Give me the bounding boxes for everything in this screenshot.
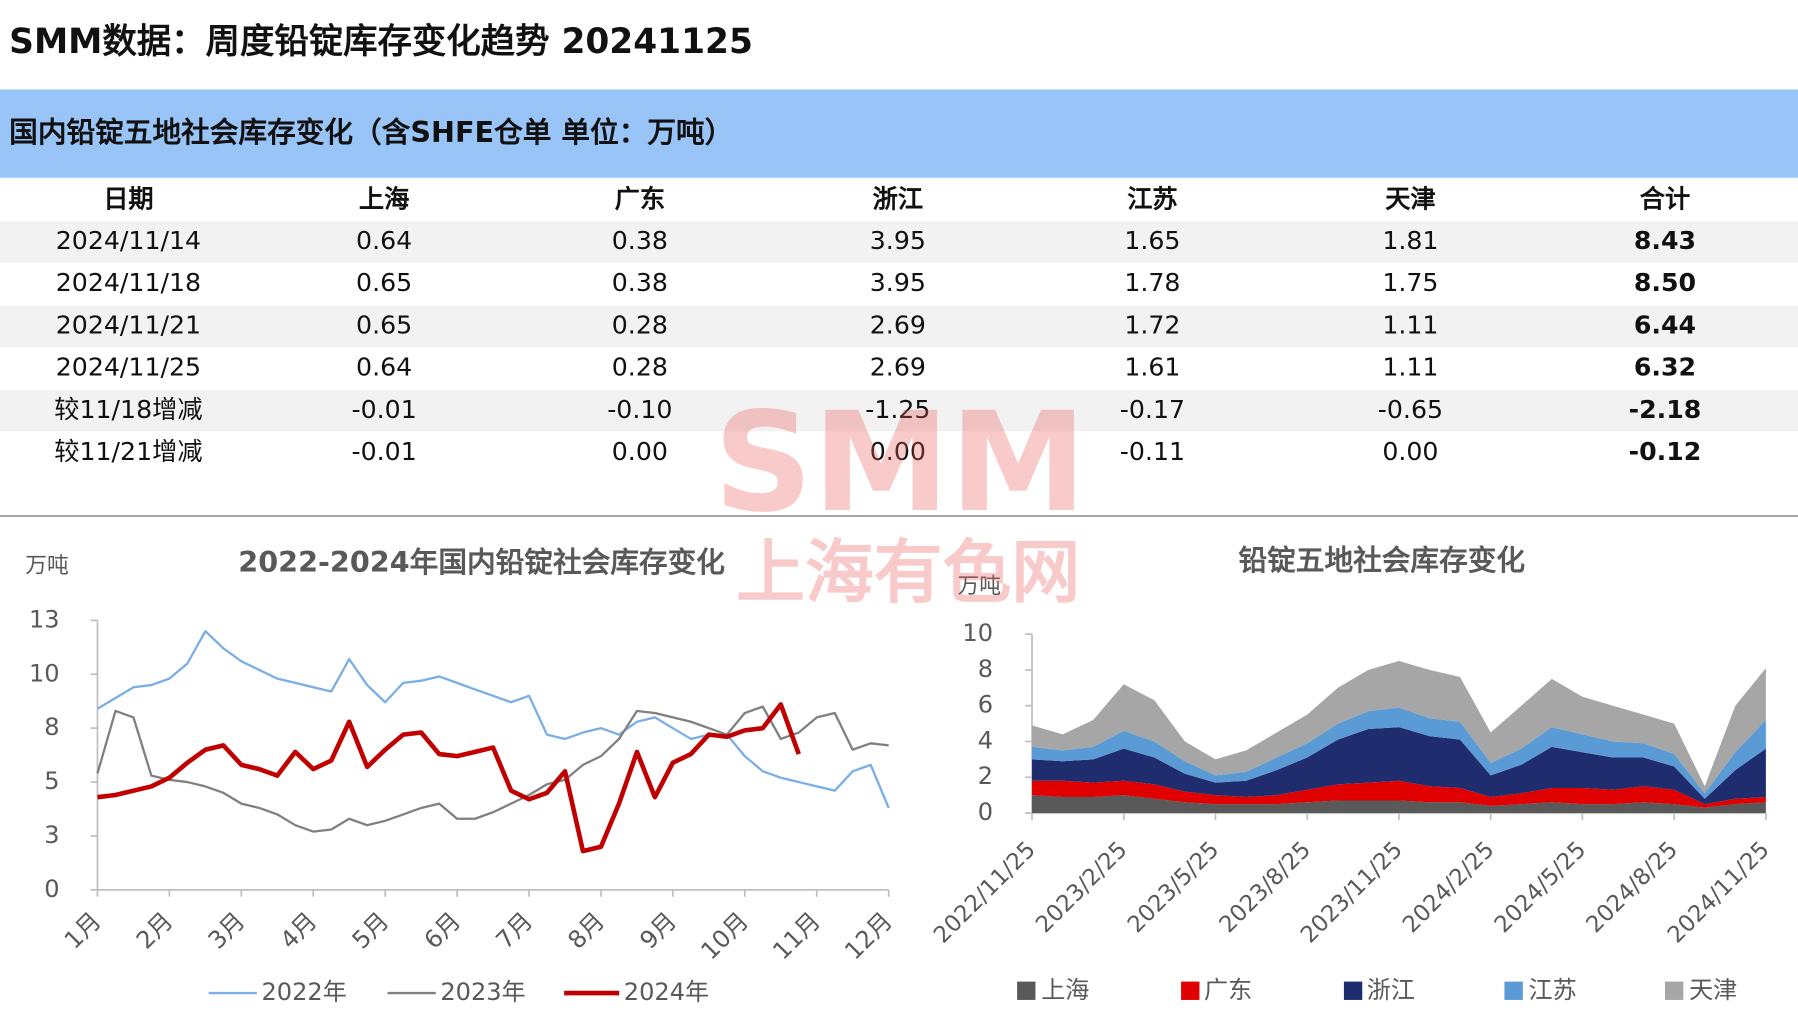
y-tick-label: 8 <box>44 713 59 741</box>
table-cell: 1.75 <box>1382 268 1438 297</box>
table-cell: 2.69 <box>870 310 926 339</box>
table-header: 上海 <box>359 185 409 214</box>
table-header: 合计 <box>1640 185 1690 214</box>
table-cell: 0.28 <box>612 310 668 339</box>
watermark-name: 上海有色网 <box>736 533 1080 613</box>
table-header: 天津 <box>1385 185 1435 214</box>
y-tick-label: 8 <box>978 655 993 683</box>
table-cell: 1.65 <box>1124 226 1180 255</box>
table-cell: 1.61 <box>1124 353 1180 382</box>
table-cell: 6.44 <box>1634 310 1696 339</box>
table-cell: 0.00 <box>870 437 926 466</box>
series-line <box>96 705 889 833</box>
table-cell: -1.25 <box>865 395 930 424</box>
stacked-area <box>1032 795 1766 814</box>
table-cell: -0.11 <box>1120 437 1185 466</box>
table-cell: 2024/11/14 <box>56 226 201 255</box>
table-cell: 0.00 <box>612 437 668 466</box>
y-tick-label: 0 <box>978 798 993 826</box>
table-header: 江苏 <box>1127 185 1177 214</box>
stacked-area <box>1032 660 1766 794</box>
table-cell: 1.11 <box>1382 353 1438 382</box>
table-cell: 较11/21增减 <box>54 437 202 466</box>
page-title: SMM数据：周度铅锭库存变化趋势 20241125 <box>9 22 753 62</box>
table-cell: -2.18 <box>1629 395 1702 424</box>
series-line <box>96 630 890 809</box>
y-tick-label: 0 <box>44 875 59 903</box>
table-cell: 0.64 <box>356 353 412 382</box>
series-line <box>97 702 801 854</box>
legend-label: 2024年 <box>624 978 709 1006</box>
table-cell: 0.65 <box>356 310 412 339</box>
table-cell: 0.38 <box>612 226 668 255</box>
table: 日期 上海 广东 浙江 江苏 天津 合计 2024/11/14 0.64 0.38 3.95 1.65… <box>0 185 1798 466</box>
y-tick-label: 3 <box>44 821 59 849</box>
legend-label: 上海 <box>1041 976 1089 1004</box>
stacked-area <box>1032 727 1766 805</box>
y-tick-label: 10 <box>962 619 993 647</box>
table-cell: 0.28 <box>612 353 668 382</box>
chart-title: 2022-2024年国内铅锭社会库存变化 <box>238 545 725 579</box>
stacked-area <box>1032 780 1766 808</box>
row-band <box>0 305 1798 348</box>
table-cell: 1.72 <box>1124 310 1180 339</box>
y-tick-label: 6 <box>978 691 993 719</box>
table-title-band <box>0 89 1798 178</box>
y-axis-label: 万吨 <box>957 574 1001 599</box>
table-cell: -0.17 <box>1120 395 1185 424</box>
table-cell: 0.00 <box>1382 437 1438 466</box>
y-axis-label: 万吨 <box>25 553 69 578</box>
legend-swatch <box>1504 981 1523 1000</box>
table-cell: 2024/11/25 <box>56 353 201 382</box>
table-cell: 较11/18增减 <box>54 395 202 424</box>
legend-label: 2022年 <box>261 978 346 1006</box>
y-tick-label: 5 <box>44 767 59 795</box>
table-cell: -0.01 <box>352 395 417 424</box>
legend-swatch <box>1017 981 1036 1000</box>
table-header: 日期 <box>103 185 153 214</box>
legend-swatch <box>1181 981 1200 1000</box>
table-cell: 0.38 <box>612 268 668 297</box>
table-cell: 1.78 <box>1124 268 1180 297</box>
legend-label: 天津 <box>1689 976 1737 1004</box>
legend-label: 广东 <box>1204 976 1252 1004</box>
y-tick-label: 13 <box>29 605 60 633</box>
table-cell: -0.10 <box>607 395 672 424</box>
table-cell: 1.81 <box>1382 226 1438 255</box>
table-cell: 2024/11/21 <box>56 310 201 339</box>
legend-label: 2023年 <box>440 978 525 1006</box>
row-band <box>0 221 1798 263</box>
chart-title: 铅锭五地社会库存变化 <box>1238 543 1525 577</box>
table-title: 国内铅锭五地社会库存变化（含SHFE仓单 单位：万吨） <box>9 115 733 149</box>
table-cell: -0.01 <box>352 437 417 466</box>
y-tick-label: 2 <box>978 762 993 790</box>
table-header: 浙江 <box>873 185 923 214</box>
table-cell: 3.95 <box>870 268 926 297</box>
table-cell: 2.69 <box>870 353 926 382</box>
legend-label: 浙江 <box>1367 976 1415 1004</box>
table-cell: 0.64 <box>356 226 412 255</box>
table-cell: 2024/11/18 <box>56 268 201 297</box>
table-cell: 3.95 <box>870 226 926 255</box>
row-band <box>0 390 1798 432</box>
legend-swatch <box>1343 981 1363 1000</box>
table-cell: -0.12 <box>1629 437 1702 466</box>
y-tick-label: 4 <box>978 726 993 754</box>
stacked-area <box>1032 707 1766 799</box>
legend-label: 江苏 <box>1529 976 1577 1004</box>
watermark-logo: SMM <box>714 383 1087 543</box>
legend-swatch <box>1664 981 1684 1000</box>
table-header: 广东 <box>615 185 665 214</box>
table-cell: 8.43 <box>1634 226 1696 255</box>
table-cell: 0.65 <box>356 268 412 297</box>
y-tick-label: 10 <box>29 659 60 687</box>
table-cell: -0.65 <box>1378 395 1443 424</box>
table-cell: 8.50 <box>1634 268 1696 297</box>
table-cell: 1.11 <box>1382 310 1438 339</box>
table-cell: 6.32 <box>1634 353 1696 382</box>
